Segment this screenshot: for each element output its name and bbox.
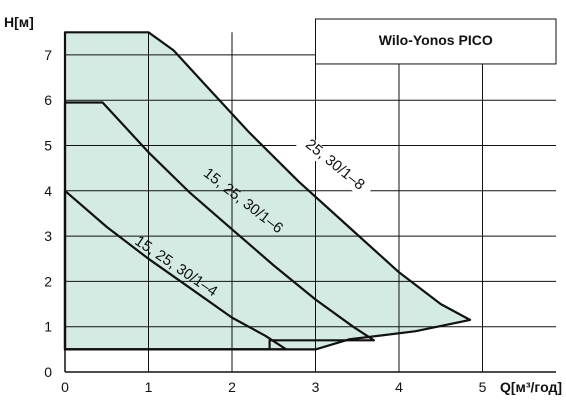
curve-3 (63, 189, 288, 351)
curves (63, 31, 472, 351)
x-tick-label: 4 (395, 379, 403, 395)
chart-title: Wilo-Yonos PICO (379, 32, 493, 48)
y-tick-label: 0 (44, 364, 52, 380)
x-tick-label: 0 (61, 379, 69, 395)
legend-box (315, 18, 557, 65)
x-tick-label: 2 (228, 379, 236, 395)
legend: Wilo-Yonos PICO (315, 18, 557, 65)
x-tick-label: 5 (479, 379, 487, 395)
y-tick-label: 3 (44, 228, 52, 244)
curve-label-1: 25, 30/1–8 (302, 136, 368, 194)
y-tick-label: 4 (44, 183, 52, 199)
x-axis-label: Q[м³/год] (500, 379, 562, 395)
y-tick-label: 2 (44, 273, 52, 289)
y-tick-label: 6 (44, 92, 52, 108)
x-tick-label: 1 (145, 379, 153, 395)
x-tick-label: 3 (312, 379, 320, 395)
y-tick-label: 5 (44, 138, 52, 154)
y-axis-label: H[м] (4, 14, 34, 30)
axes: 0 1 2 3 4 5 0 1 2 3 4 5 6 7 H[м] Q[м³/год] (4, 14, 562, 395)
curve-1 (63, 31, 472, 351)
curve-label-bg (294, 131, 374, 200)
y-tick-label: 7 (44, 47, 52, 63)
y-tick-label: 1 (44, 319, 52, 335)
